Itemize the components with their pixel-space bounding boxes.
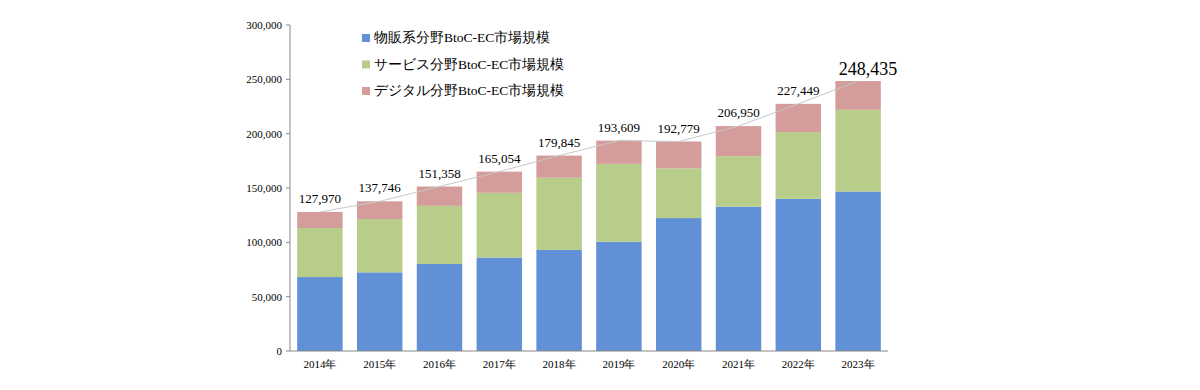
bar-segment (477, 193, 522, 258)
chart: 0 50,000 100,000 150,000 200,000 250,000 300,0… (0, 0, 1200, 390)
legend-label: デジタル分野BtoC-EC市場規模 (374, 83, 564, 98)
bar-segment (656, 218, 701, 351)
legend-label: 物販系分野BtoC-EC市場規模 (374, 30, 550, 45)
bar-segment (596, 242, 641, 351)
bar-segment (357, 219, 402, 272)
bar-segment (297, 228, 342, 277)
y-tick-label: 300,000 (246, 19, 282, 31)
x-tick-label: 2018年 (543, 358, 576, 370)
legend-swatch (362, 34, 370, 42)
y-tick (286, 351, 290, 352)
x-axis (290, 351, 888, 352)
x-tick-label: 2017年 (483, 358, 516, 370)
total-label: 137,746 (359, 180, 402, 195)
total-label: 151,358 (418, 166, 460, 181)
bar-segment (835, 81, 880, 110)
x-tick-label: 2022年 (782, 358, 815, 370)
bar-segment (716, 207, 761, 351)
bar-segment (297, 277, 342, 351)
x-tick-label: 2015年 (363, 358, 396, 370)
y-tick-label: 200,000 (246, 128, 282, 140)
bar-segment (417, 206, 462, 264)
y-tick (286, 133, 290, 134)
bar-segment (417, 187, 462, 206)
x-tick-label: 2016年 (423, 358, 456, 370)
total-line (320, 81, 858, 212)
total-label: 206,950 (717, 105, 759, 120)
bar-segment (536, 156, 581, 178)
y-tick (286, 242, 290, 243)
y-tick-label: 250,000 (246, 73, 282, 85)
bar-segment (596, 164, 641, 242)
bar-segment (656, 168, 701, 218)
y-tick-label: 150,000 (246, 182, 282, 194)
bar-segment (477, 258, 522, 351)
bar-segment (536, 250, 581, 351)
bar-segment (776, 199, 821, 351)
bar-segment (776, 104, 821, 132)
y-tick (286, 188, 290, 189)
x-tick-label: 2020年 (662, 358, 695, 370)
total-label: 127,970 (299, 191, 341, 206)
total-label: 193,609 (598, 120, 640, 135)
y-tick (286, 296, 290, 297)
bar-segment (776, 132, 821, 199)
y-tick (286, 79, 290, 80)
y-tick-label: 100,000 (246, 236, 282, 248)
total-label: 179,845 (538, 135, 580, 150)
bar-segment (835, 110, 880, 192)
x-tick-label: 2021年 (722, 358, 755, 370)
y-tick (286, 25, 290, 26)
total-label: 165,054 (478, 151, 521, 166)
legend-label: サービス分野BtoC-EC市場規模 (374, 57, 564, 72)
y-tick-label: 0 (277, 345, 283, 357)
x-tick-label: 2019年 (602, 358, 635, 370)
bar-segment (716, 156, 761, 206)
total-label: 248,435 (839, 59, 898, 79)
bar-segment (357, 272, 402, 351)
bar-segment (477, 172, 522, 193)
bar-segment (417, 264, 462, 351)
x-tick-label: 2023年 (842, 358, 875, 370)
bar-segment (835, 192, 880, 351)
legend-swatch (362, 87, 370, 95)
y-axis (290, 25, 291, 351)
legend-swatch (362, 61, 370, 69)
total-line-group (320, 81, 858, 212)
total-label: 227,449 (777, 83, 819, 98)
bar-segment (656, 142, 701, 169)
x-tick-label: 2014年 (303, 358, 336, 370)
bar-segment (297, 212, 342, 228)
total-label: 192,779 (658, 121, 700, 136)
bars (297, 81, 881, 351)
y-tick-label: 50,000 (252, 291, 283, 303)
bar-segment (536, 178, 581, 250)
